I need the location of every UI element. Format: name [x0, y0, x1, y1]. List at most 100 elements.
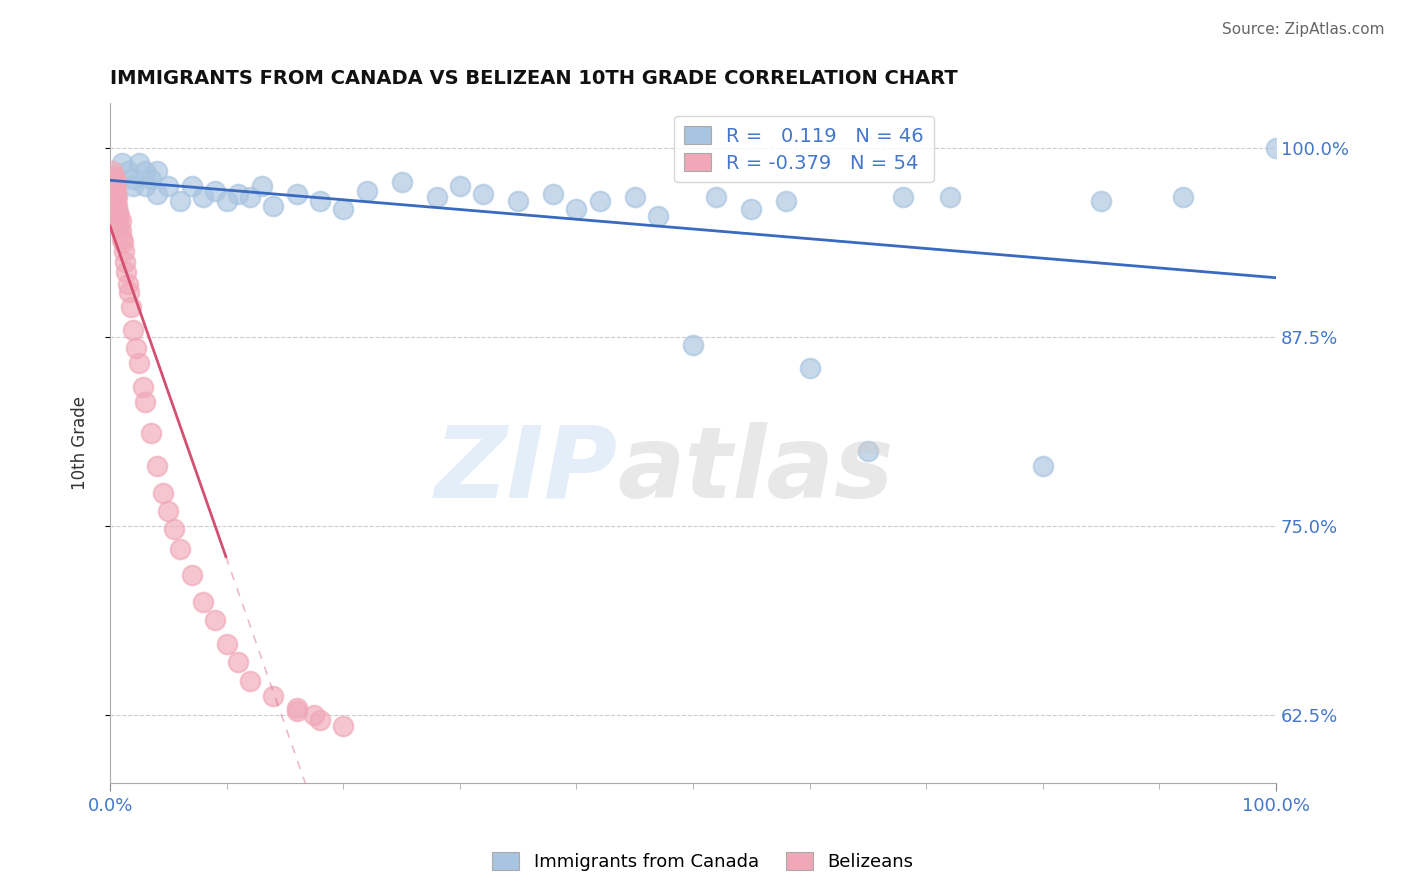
Point [104, 199, 127, 213]
Point [425, 190, 447, 204]
Point [391, 175, 413, 189]
Point [169, 194, 191, 209]
Point [104, 186, 127, 201]
Point [332, 202, 354, 216]
Point [104, 194, 127, 209]
Point [117, 277, 139, 292]
Point [163, 522, 186, 536]
Point [285, 700, 308, 714]
Point [309, 194, 332, 209]
Point [704, 190, 727, 204]
Point [647, 210, 669, 224]
Point [117, 164, 139, 178]
Point [112, 244, 135, 259]
Point [120, 300, 142, 314]
Point [508, 194, 530, 209]
Point [302, 708, 325, 723]
Text: Source: ZipAtlas.com: Source: ZipAtlas.com [1222, 22, 1385, 37]
Point [104, 204, 127, 219]
Point [103, 179, 125, 194]
Point [250, 179, 273, 194]
Point [309, 713, 332, 727]
Y-axis label: 10th Grade: 10th Grade [72, 396, 89, 491]
Legend: R =   0.119   N = 46, R = -0.379   N = 54: R = 0.119 N = 46, R = -0.379 N = 54 [673, 116, 934, 182]
Point [122, 179, 145, 194]
Point [103, 190, 125, 204]
Point [104, 190, 127, 204]
Text: atlas: atlas [617, 422, 894, 519]
Point [204, 184, 226, 198]
Point [104, 175, 127, 189]
Point [228, 656, 250, 670]
Point [134, 179, 156, 194]
Point [193, 190, 215, 204]
Point [104, 184, 127, 198]
Point [180, 179, 202, 194]
Point [111, 232, 134, 246]
Point [193, 595, 215, 609]
Point [799, 360, 821, 375]
Point [105, 190, 128, 204]
Point [169, 541, 191, 556]
Point [157, 179, 180, 194]
Point [145, 458, 167, 473]
Point [101, 164, 124, 178]
Point [285, 704, 308, 718]
Point [145, 186, 167, 201]
Point [623, 190, 645, 204]
Point [472, 186, 495, 201]
Point [111, 235, 134, 249]
Point [1090, 194, 1112, 209]
Point [1171, 190, 1194, 204]
Point [262, 689, 284, 703]
Point [891, 190, 914, 204]
Point [125, 341, 148, 355]
Point [541, 186, 564, 201]
Point [145, 164, 167, 178]
Point [589, 194, 612, 209]
Point [108, 210, 131, 224]
Point [356, 184, 378, 198]
Point [740, 202, 762, 216]
Legend: Immigrants from Canada, Belizeans: Immigrants from Canada, Belizeans [485, 846, 921, 879]
Point [239, 673, 262, 688]
Point [128, 356, 150, 370]
Point [157, 504, 180, 518]
Point [1265, 141, 1288, 155]
Point [565, 202, 588, 216]
Point [118, 285, 141, 299]
Text: ZIP: ZIP [434, 422, 617, 519]
Point [115, 265, 138, 279]
Point [134, 164, 156, 178]
Point [104, 179, 127, 194]
Point [856, 443, 879, 458]
Point [128, 156, 150, 170]
Point [239, 190, 262, 204]
Text: IMMIGRANTS FROM CANADA VS BELIZEAN 10TH GRADE CORRELATION CHART: IMMIGRANTS FROM CANADA VS BELIZEAN 10TH … [110, 69, 957, 87]
Point [215, 194, 238, 209]
Point [682, 338, 704, 352]
Point [103, 184, 125, 198]
Point [103, 169, 125, 183]
Point [152, 486, 174, 500]
Point [332, 719, 354, 733]
Point [111, 156, 134, 170]
Point [215, 637, 238, 651]
Point [938, 190, 960, 204]
Point [285, 186, 308, 201]
Point [105, 199, 128, 213]
Point [104, 171, 127, 186]
Point [101, 175, 124, 189]
Point [107, 214, 129, 228]
Point [775, 194, 797, 209]
Point [108, 219, 131, 234]
Point [110, 225, 132, 239]
Point [114, 254, 136, 268]
Point [1032, 458, 1054, 473]
Point [204, 613, 226, 627]
Point [139, 425, 162, 440]
Point [134, 395, 156, 409]
Point [122, 323, 145, 337]
Point [107, 204, 129, 219]
Point [449, 179, 471, 194]
